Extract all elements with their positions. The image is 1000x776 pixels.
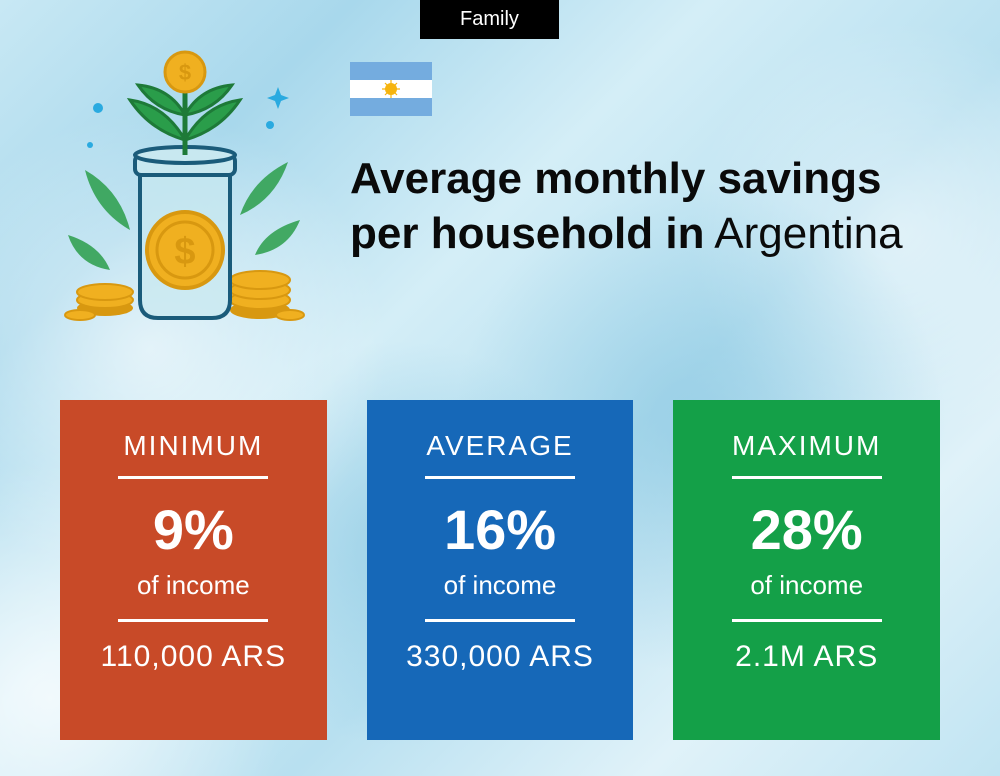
card-amount: 110,000 ARS (101, 640, 287, 674)
divider (118, 476, 268, 479)
divider (425, 476, 575, 479)
page-title: Average monthly savings per household in… (350, 151, 960, 261)
card-minimum: MINIMUM 9% of income 110,000 ARS (60, 400, 327, 740)
argentina-flag-icon (350, 62, 432, 116)
card-sub: of income (750, 570, 863, 601)
category-badge-label: Family (460, 8, 519, 30)
top-coin-icon: $ (165, 52, 205, 92)
card-average: AVERAGE 16% of income 330,000 ARS (367, 400, 634, 740)
divider (118, 619, 268, 622)
title-area: Average monthly savings per household in… (350, 50, 960, 261)
stat-cards: MINIMUM 9% of income 110,000 ARS AVERAGE… (60, 400, 940, 740)
category-badge: Family (420, 0, 559, 39)
card-sub: of income (137, 570, 250, 601)
savings-jar-illustration: $ $ (60, 50, 310, 330)
card-percent: 9% (153, 497, 234, 562)
divider (425, 619, 575, 622)
card-percent: 16% (444, 497, 556, 562)
svg-text:$: $ (174, 231, 195, 273)
card-maximum: MAXIMUM 28% of income 2.1M ARS (673, 400, 940, 740)
header: $ $ (60, 50, 960, 330)
card-label: AVERAGE (426, 430, 573, 462)
coin-stack-left-icon (65, 284, 133, 320)
coin-stack-right-icon (230, 271, 304, 320)
card-sub: of income (444, 570, 557, 601)
card-amount: 330,000 ARS (406, 640, 594, 674)
card-percent: 28% (751, 497, 863, 562)
card-label: MAXIMUM (732, 430, 881, 462)
card-amount: 2.1M ARS (735, 640, 878, 674)
divider (732, 619, 882, 622)
divider (732, 476, 882, 479)
title-country: Argentina (714, 209, 902, 258)
coin-in-jar-icon: $ (147, 212, 223, 288)
card-label: MINIMUM (123, 430, 263, 462)
svg-text:$: $ (179, 60, 191, 85)
